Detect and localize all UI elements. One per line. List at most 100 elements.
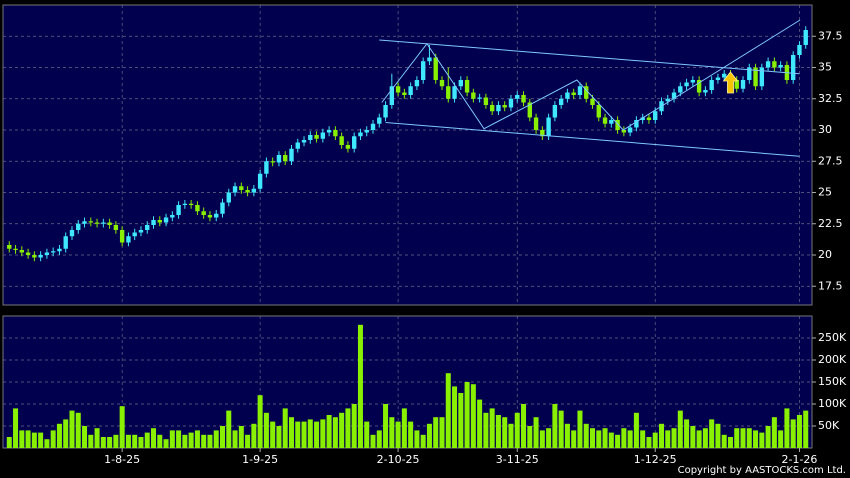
volume-bar <box>527 426 533 448</box>
y-tick-label: 100K <box>818 397 847 410</box>
volume-bar <box>803 410 809 448</box>
candle-body <box>151 220 156 225</box>
volume-bar <box>270 421 276 448</box>
volume-bar <box>107 437 113 448</box>
volume-bar <box>439 417 445 448</box>
candle-body <box>571 92 576 95</box>
volume-bar <box>119 406 125 448</box>
volume-bar <box>589 428 596 448</box>
volume-bar <box>50 430 56 448</box>
candle-body <box>170 215 175 218</box>
volume-bar <box>307 419 313 448</box>
x-tick-label: 2-10-25 <box>377 453 420 466</box>
volume-bar <box>633 412 639 448</box>
candle-body <box>753 67 758 87</box>
volume-bar <box>583 423 589 448</box>
candle-body <box>458 80 464 87</box>
candle-body <box>126 236 131 243</box>
y-tick-label: 50K <box>818 419 840 432</box>
candle-body <box>358 132 363 137</box>
candle-body <box>408 86 413 95</box>
y-tick-label: 35 <box>818 61 832 74</box>
y-tick-label: 27.5 <box>818 154 843 167</box>
candle-body <box>157 220 162 223</box>
candle-body <box>596 105 601 118</box>
volume-bar <box>395 421 401 448</box>
candle-body <box>515 95 520 99</box>
candle-body <box>759 67 765 87</box>
volume-bar <box>778 430 784 448</box>
volume-bar <box>276 426 282 448</box>
volume-bar <box>207 434 213 448</box>
candle-body <box>364 130 369 133</box>
volume-bar <box>414 430 420 448</box>
volume-bar <box>470 384 476 448</box>
y-tick-label: 30 <box>818 123 832 136</box>
y-tick-label: 250K <box>818 331 847 344</box>
candle-body <box>621 130 627 133</box>
candle-body <box>502 105 507 108</box>
volume-bar <box>257 395 263 448</box>
volume-bar <box>721 434 727 448</box>
volume-bar <box>301 421 307 448</box>
candle-body <box>389 86 395 105</box>
candle-body <box>7 245 12 249</box>
volume-bar <box>88 434 94 448</box>
candle-body <box>590 98 595 105</box>
x-tick-label: 1-8-25 <box>104 453 140 466</box>
candle-body <box>239 186 244 190</box>
candle-body <box>82 221 87 224</box>
y-tick-label: 22.5 <box>818 217 843 230</box>
volume-bar <box>401 408 407 448</box>
volume-bar <box>376 430 382 448</box>
candle-body <box>552 105 558 118</box>
volume-bar <box>226 410 232 448</box>
y-tick-label: 37.5 <box>818 29 843 42</box>
price-panel <box>2 4 813 306</box>
candle-body <box>627 127 633 133</box>
candle-body <box>44 252 50 255</box>
volume-bar <box>665 430 671 448</box>
volume-bar <box>539 430 545 448</box>
volume-bar <box>684 419 690 448</box>
candle-body <box>653 111 658 120</box>
volume-bar <box>784 408 790 448</box>
candle-body <box>715 77 721 80</box>
candle-body <box>119 230 125 243</box>
candle-body <box>565 92 570 99</box>
volume-bar <box>564 423 570 448</box>
candle-body <box>803 30 808 45</box>
volume-bar <box>602 428 608 448</box>
candle-body <box>57 248 62 252</box>
candle-body <box>207 215 213 218</box>
volume-bar <box>75 412 81 448</box>
volume-bar <box>420 434 426 448</box>
volume-bar <box>621 428 627 448</box>
volume-bar <box>219 426 226 448</box>
candle-body <box>76 223 81 230</box>
volume-bar <box>577 410 583 448</box>
candle-body <box>684 82 689 87</box>
candle-body <box>427 57 432 62</box>
volume-bar <box>771 417 777 448</box>
volume-bar <box>326 415 332 448</box>
volume-bar <box>6 437 12 448</box>
volume-bar <box>188 432 194 448</box>
candle-body <box>602 117 608 124</box>
y-tick-label: 25 <box>818 186 832 199</box>
candle-body <box>533 117 539 130</box>
volume-bar <box>646 437 652 448</box>
volume-bar <box>790 419 796 448</box>
candle-body <box>446 86 451 99</box>
candle-body <box>69 230 75 237</box>
candle-body <box>395 86 401 93</box>
signal-arrow <box>722 71 739 94</box>
y-tick-label: 32.5 <box>818 92 843 105</box>
candle-body <box>188 203 194 205</box>
volume-bar <box>615 434 621 448</box>
volume-bar <box>383 404 389 448</box>
candle-body <box>214 213 219 218</box>
candle-body <box>496 105 501 112</box>
volume-bar <box>502 417 508 448</box>
